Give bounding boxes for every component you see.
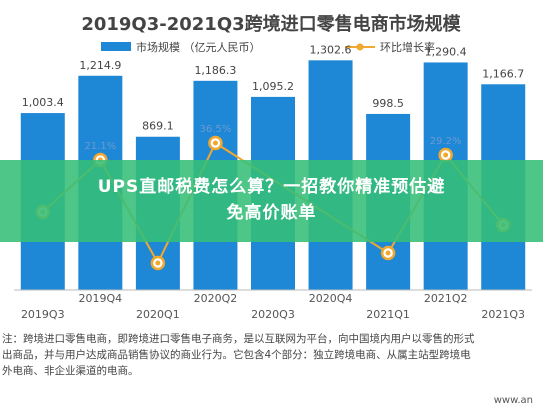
bar-label-2021Q3: 1,166.7 xyxy=(482,67,524,80)
legend: 市场规模 （亿元人民币） 环比增长率 xyxy=(101,40,435,54)
growth-label-2020Q2: 36.5% xyxy=(200,124,232,135)
growth-label-2021Q2: 29.2% xyxy=(430,136,462,147)
chart-title: 2019Q3-2021Q3跨境进口零售电商市场规模 xyxy=(81,13,461,35)
legend-label-line: 环比增长率 xyxy=(380,40,435,54)
x-tick-2019Q3: 2019Q3 xyxy=(21,308,65,321)
legend-marker-line xyxy=(356,43,364,51)
growth-point-dot-2020Q1 xyxy=(155,260,161,266)
legend-label-bars: 市场规模 （亿元人民币） xyxy=(136,40,261,54)
x-tick-2021Q1: 2021Q1 xyxy=(366,308,410,321)
banner-line-2: 免高价账单 xyxy=(226,203,317,223)
bar-label-2021Q1: 998.5 xyxy=(372,97,404,110)
x-tick-2021Q3: 2021Q3 xyxy=(481,308,525,321)
x-tick-2020Q2: 2020Q2 xyxy=(194,292,238,305)
bar-label-2020Q4: 1,302.6 xyxy=(310,43,352,56)
banner-line-1: UPS直邮税费怎么算？一招教你精准预估避 xyxy=(97,177,446,197)
bar-label-2019Q3: 1,003.4 xyxy=(22,96,64,109)
bar-label-2020Q2: 1,186.3 xyxy=(194,64,236,77)
bar-label-2020Q3: 1,095.2 xyxy=(252,80,294,93)
x-tick-2020Q4: 2020Q4 xyxy=(309,292,353,305)
x-tick-2020Q3: 2020Q3 xyxy=(251,308,295,321)
x-tick-2020Q1: 2020Q1 xyxy=(136,308,180,321)
footnote: 注：跨境进口零售电商，即跨境进口零售电子商务，是以互联网为平台，向中国境内用户以… xyxy=(0,331,543,379)
growth-point-dot-2021Q1 xyxy=(385,250,391,256)
growth-point-dot-2020Q2 xyxy=(212,140,218,146)
watermark: www.an xyxy=(489,395,537,406)
x-tick-2019Q4: 2019Q4 xyxy=(79,292,123,305)
footnote-line-2: 出商品，并与用户达成商品销售协议的商业行为。它包含4个部分：独立跨境电商、从属主… xyxy=(2,349,471,361)
bar-label-2019Q4: 1,214.9 xyxy=(79,59,121,72)
legend-swatch-bars xyxy=(101,42,131,51)
bar-label-2020Q1: 869.1 xyxy=(142,120,174,133)
x-tick-2021Q2: 2021Q2 xyxy=(424,292,468,305)
x-axis: 2019Q3 2019Q4 2020Q1 2020Q2 2020Q3 2020Q4 2021… xyxy=(14,289,532,321)
growth-point-dot-2021Q2 xyxy=(443,152,449,158)
footnote-line-1: 注：跨境进口零售电商，即跨境进口零售电子商务，是以互联网为平台，向中国境内用户以… xyxy=(2,333,475,345)
growth-label-2019Q4: 21.1% xyxy=(84,141,116,152)
overlay-banner[interactable]: UPS直邮税费怎么算？一招教你精准预估避 免高价账单 xyxy=(0,160,543,242)
bar-label-2021Q2: 1,290.4 xyxy=(425,45,467,58)
footnote-line-3: 外电商、非企业渠道的电商。 xyxy=(2,365,139,377)
